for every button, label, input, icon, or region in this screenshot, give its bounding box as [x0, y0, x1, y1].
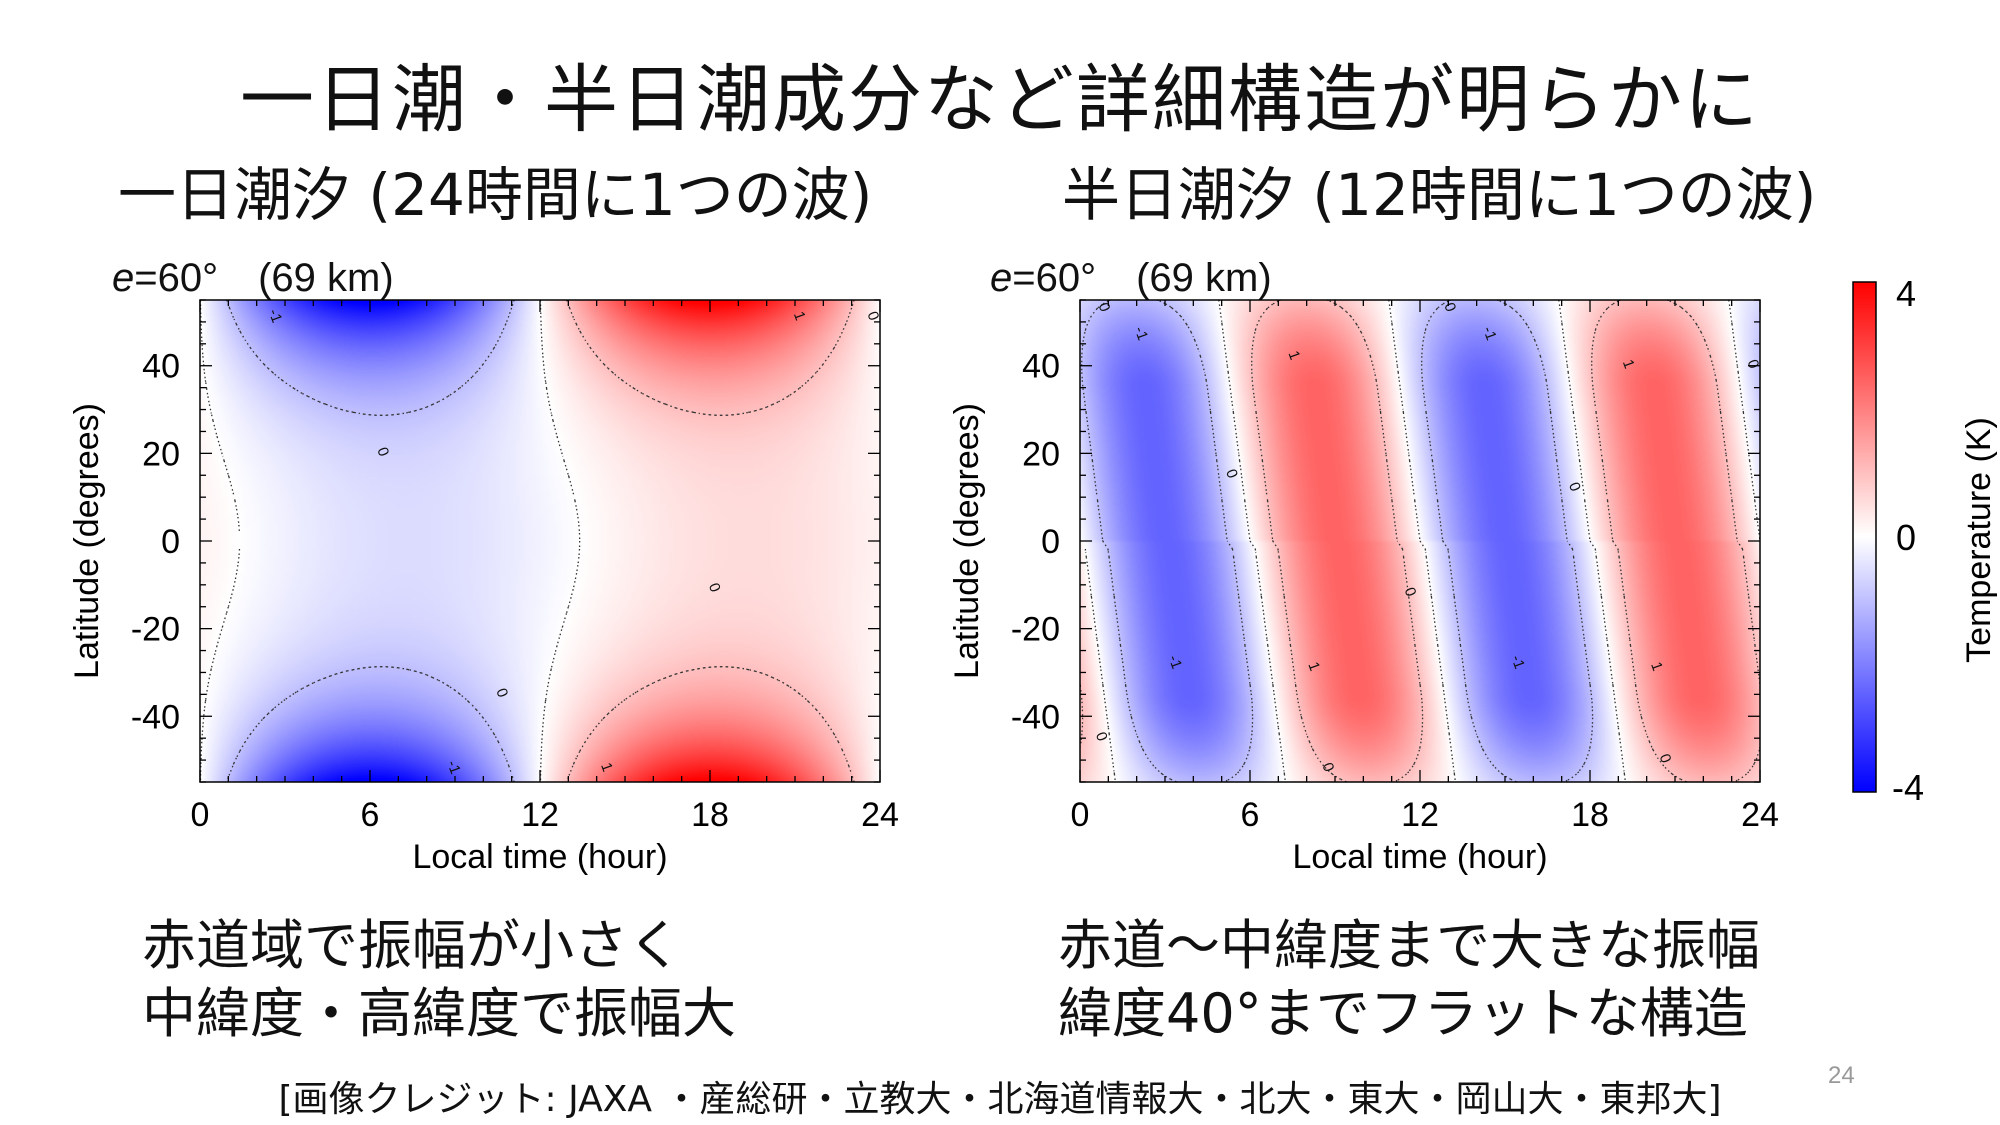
colorbar-title: Temperature (K) — [1960, 417, 1998, 663]
contour-label: -1 — [1131, 324, 1152, 342]
x-tick-label: 0 — [191, 796, 210, 834]
y-tick-label: -20 — [131, 611, 180, 649]
left-note-line-2: 中緯度・高緯度で振幅大 — [142, 982, 736, 1045]
diurnal-x-axis-label: Local time (hour) — [412, 838, 667, 876]
contour-label: -1 — [1165, 653, 1186, 671]
contour-line-level--1 — [1081, 299, 1594, 783]
right-panel-subtitle: 半日潮汐 (12時間に1つの波) — [1062, 161, 1817, 229]
semidiurnal-ticks: 0 6 12 18 24 -40 -20 0 20 40 — [1011, 299, 1779, 834]
colorbar-min-label: -4 — [1892, 767, 1924, 808]
right-note-line-2: 緯度40°までフラットな構造 — [1058, 982, 1748, 1045]
contour-line-level-0 — [1084, 299, 1761, 783]
x-tick-label: 18 — [691, 796, 729, 834]
y-tick-label: -40 — [131, 698, 180, 736]
y-tick-label: 40 — [1022, 348, 1060, 386]
diurnal-contours — [199, 299, 855, 783]
x-tick-label: 24 — [861, 796, 899, 834]
x-tick-label: 18 — [1571, 796, 1609, 834]
y-tick-label: 0 — [1041, 523, 1060, 561]
image-credit: [画像クレジット: JAXA ・産総研・立教大・北海道情報大・北大・東大・岡山大… — [278, 1079, 1722, 1120]
contour-label: -1 — [1479, 324, 1500, 342]
left-notes: 赤道域で振幅が小さく 中緯度・高緯度で振幅大 — [142, 912, 736, 1048]
contour-line-level--1 — [226, 299, 515, 783]
contour-label: -1 — [443, 758, 464, 776]
x-tick-label: 12 — [1401, 796, 1439, 834]
colorbar-max-label: 4 — [1896, 273, 1916, 314]
y-tick-label: 0 — [161, 523, 180, 561]
x-tick-label: 24 — [1741, 796, 1779, 834]
left-param-symbol: e — [112, 256, 135, 300]
temperature-colorbar: 4 0 -4 Temperature (K) — [1852, 273, 1998, 808]
x-tick-label: 6 — [1241, 796, 1260, 834]
contour-line-level-1 — [566, 299, 855, 783]
right-notes: 赤道～中緯度まで大きな振幅 緯度40°までフラットな構造 — [1058, 912, 1760, 1048]
diurnal-heatmap — [200, 300, 880, 782]
y-tick-label: 20 — [1022, 435, 1060, 473]
colorbar-gradient — [1852, 281, 1877, 793]
y-tick-label: 40 — [142, 348, 180, 386]
contour-label: -1 — [265, 307, 286, 325]
right-note-line-1: 赤道～中緯度まで大きな振幅 — [1058, 914, 1760, 977]
right-param-symbol: e — [990, 256, 1013, 300]
x-tick-label: 12 — [521, 796, 559, 834]
left-panel-subtitle: 一日潮汐 (24時間に1つの波) — [118, 161, 873, 229]
x-tick-label: 6 — [361, 796, 380, 834]
left-param-text: =60° (69 km) — [134, 256, 394, 300]
diurnal-ticks: 0 6 12 18 24 -40 -20 0 20 40 — [131, 299, 899, 834]
contour-line-level-0 — [199, 299, 581, 783]
contour-label: -1 — [1507, 653, 1528, 671]
page-number: 24 — [1828, 1062, 1855, 1089]
y-tick-label: -20 — [1011, 611, 1060, 649]
left-panel-parameter: e=60° (69 km) — [112, 245, 394, 303]
slide-title: 一日潮・半日潮成分など詳細構造が明らかに — [240, 57, 1760, 143]
left-note-line-1: 赤道域で振幅が小さく — [142, 914, 682, 977]
semidiurnal-x-axis-label: Local time (hour) — [1292, 838, 1547, 876]
x-tick-label: 0 — [1071, 796, 1090, 834]
right-panel-parameter: e=60° (69 km) — [990, 245, 1272, 303]
right-param-text: =60° (69 km) — [1012, 256, 1272, 300]
y-tick-label: 20 — [142, 435, 180, 473]
semidiurnal-y-axis-label: Latitude (degrees) — [948, 403, 986, 679]
diurnal-y-axis-label: Latitude (degrees) — [68, 403, 106, 679]
colorbar-mid-label: 0 — [1896, 517, 1916, 558]
y-tick-label: -40 — [1011, 698, 1060, 736]
